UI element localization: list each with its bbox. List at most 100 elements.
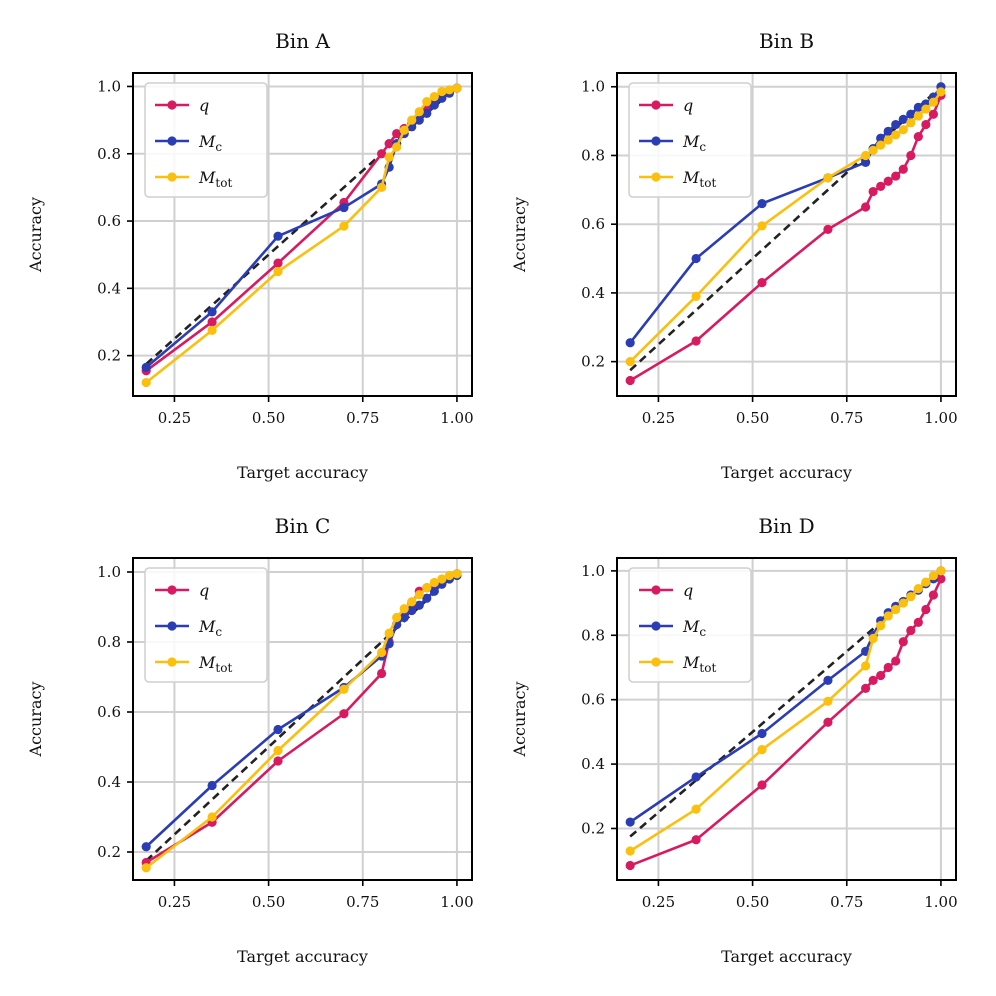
data-point-M_c — [883, 126, 893, 137]
data-point-M_tot — [392, 142, 402, 152]
plot-frame — [132, 72, 473, 397]
data-point-M_tot — [377, 647, 387, 658]
data-point-q — [757, 780, 767, 790]
data-point-M_tot — [876, 621, 886, 631]
x-tick-label: 0.50 — [736, 893, 769, 911]
panel-0: 0.25 0.50 0.75 1.00 0.2 0.4 0.6 0.8 1.0 Bin A Targ… — [26, 29, 474, 482]
data-point-q — [913, 131, 923, 142]
data-point-M_c — [691, 772, 701, 782]
legend-box — [144, 567, 268, 683]
data-point-M_c — [625, 817, 635, 827]
x-tick-label: 1.00 — [440, 893, 473, 911]
data-point-M_tot — [141, 377, 151, 388]
data-point-M_c — [757, 728, 767, 739]
data-point-q — [913, 617, 923, 628]
legend-label-M_c: Mc — [198, 132, 222, 154]
data-point-q — [757, 278, 767, 288]
data-point-q — [625, 375, 635, 386]
y-axis-label: Accuracy — [26, 682, 45, 758]
legend: q Mc Mtot — [628, 82, 752, 198]
x-tick-label: 1.00 — [924, 893, 957, 911]
data-point-M_tot — [339, 221, 349, 231]
legend-label-M_tot: Mtot — [198, 653, 232, 675]
x-tick-label: 1.00 — [440, 409, 473, 427]
data-point-q — [691, 835, 701, 845]
y-tick-label: 0.2 — [581, 819, 605, 837]
data-point-M_c — [407, 605, 417, 616]
data-point-M_tot — [207, 812, 217, 822]
legend-label-q: q — [683, 581, 693, 600]
data-point-q — [691, 336, 701, 346]
data-point-q — [906, 625, 916, 636]
data-point-q — [861, 202, 871, 212]
legend-marker-M_c — [167, 621, 177, 631]
data-point-q — [898, 164, 908, 174]
legend-label-q: q — [199, 96, 209, 115]
legend: q Mc Mtot — [628, 567, 752, 683]
x-tick-label: 0.75 — [346, 893, 379, 911]
data-point-M_tot — [891, 604, 901, 615]
y-tick-label: 0.8 — [581, 146, 605, 164]
data-point-q — [273, 258, 283, 268]
x-tick-label: 0.50 — [252, 893, 285, 911]
data-point-M_tot — [757, 221, 767, 231]
data-point-M_tot — [906, 118, 916, 128]
data-point-M_c — [437, 93, 447, 103]
data-point-q — [928, 590, 939, 600]
data-point-M_tot — [913, 583, 923, 594]
x-tick-label: 0.50 — [736, 409, 769, 427]
data-point-M_tot — [452, 569, 462, 579]
legend-label-M_tot: Mtot — [682, 168, 716, 190]
data-point-M_tot — [936, 566, 946, 576]
x-tick-label: 0.75 — [346, 409, 379, 427]
legend-marker-M_c — [651, 136, 661, 146]
legend-marker-M_tot — [651, 172, 661, 182]
x-tick-label: 1.00 — [924, 409, 957, 427]
legend-label-M_c: Mc — [682, 617, 706, 639]
y-tick-label: 1.0 — [581, 78, 605, 96]
x-axis-label: Target accuracy — [237, 947, 368, 966]
y-axis-label: Accuracy — [510, 197, 529, 273]
data-point-M_tot — [407, 597, 417, 607]
data-point-M_tot — [883, 135, 893, 145]
y-tick-label: 0.4 — [97, 773, 121, 791]
data-point-M_c — [861, 157, 871, 167]
data-point-M_tot — [141, 863, 151, 873]
data-point-q — [906, 150, 916, 161]
legend-marker-M_c — [651, 621, 661, 631]
data-point-M_tot — [414, 590, 424, 600]
plot-frame — [132, 557, 473, 881]
data-point-M_tot — [921, 577, 931, 587]
legend-box — [628, 567, 752, 683]
data-point-q — [868, 186, 878, 197]
data-point-M_tot — [757, 744, 767, 755]
data-point-M_tot — [861, 661, 871, 671]
data-point-M_tot — [207, 325, 217, 335]
data-point-q — [625, 860, 635, 871]
data-point-M_c — [625, 338, 635, 348]
data-point-M_tot — [437, 86, 447, 97]
legend-box — [628, 82, 752, 198]
data-point-M_tot — [414, 107, 424, 117]
data-point-q — [883, 176, 893, 186]
data-point-M_tot — [876, 140, 886, 150]
data-point-M_tot — [891, 130, 901, 140]
data-point-M_c — [207, 780, 217, 791]
data-point-M_tot — [691, 291, 701, 301]
data-point-M_c — [414, 115, 424, 125]
legend-marker-M_tot — [651, 657, 661, 667]
data-point-M_c — [906, 109, 916, 119]
x-tick-label: 0.75 — [830, 893, 863, 911]
data-point-M_tot — [898, 598, 908, 608]
data-point-M_tot — [399, 125, 409, 135]
data-point-M_tot — [823, 696, 833, 706]
panel-1: 0.25 0.50 0.75 1.00 0.2 0.4 0.6 0.8 1.0 Bin B Targ… — [510, 29, 958, 482]
legend-label-M_tot: Mtot — [198, 168, 232, 190]
data-point-M_c — [399, 612, 409, 623]
data-point-q — [898, 637, 908, 647]
data-point-M_tot — [339, 684, 349, 694]
y-tick-label: 0.2 — [97, 843, 121, 861]
data-point-M_tot — [273, 745, 283, 756]
x-tick-label: 0.25 — [158, 409, 191, 427]
data-point-M_c — [691, 253, 701, 264]
